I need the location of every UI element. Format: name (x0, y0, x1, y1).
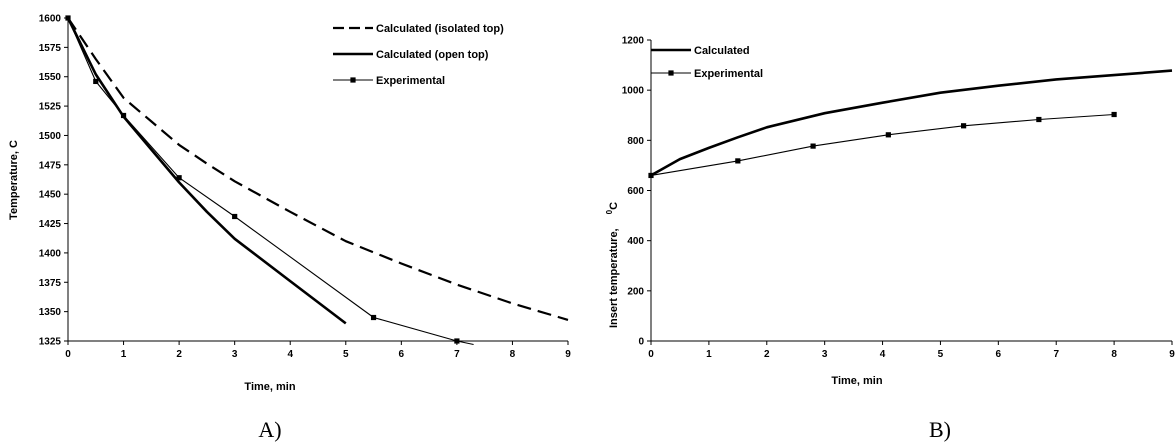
chart-a-x-tick-label: 8 (510, 349, 516, 360)
chart-b-x-tick-label: 5 (938, 349, 944, 360)
chart-a-y-axis-label: Temperature, C (8, 140, 20, 220)
chart-b-series-line (650, 69, 1173, 177)
chart-a-y-tick-label: 1500 (39, 131, 62, 142)
chart-a-x-tick-label: 9 (565, 349, 571, 360)
chart-a-y-tick-label: 1525 (39, 102, 62, 113)
chart-b-x-tick-label: 6 (996, 349, 1002, 360)
chart-b-y-axis-label: Insert temperature, 0C (605, 202, 620, 328)
chart-b-x-tick-label: 9 (1169, 349, 1175, 360)
chart-a-data-point (120, 112, 127, 119)
chart-b-y-axis-label-sup: 0 (605, 209, 614, 214)
chart-b-x-tick-label: 0 (648, 349, 654, 360)
chart-a-x-tick-label: 6 (399, 349, 405, 360)
chart-a-x-tick-label: 1 (121, 349, 127, 360)
chart-a-x-axis-label: Time, min (244, 381, 295, 393)
chart-a-data-point (232, 213, 238, 220)
chart-a-y-ticks: 1325 1350 1375 1400 1425 1450 1475 1500 1525 1550… (39, 14, 68, 348)
chart-b-data-point (961, 123, 967, 129)
chart-a-legend-marker (350, 77, 356, 83)
chart-a-panel-label: A) (258, 417, 281, 442)
chart-b-y-tick-label: 400 (627, 236, 644, 247)
chart-b-y-axis-label-main: Insert temperature, (608, 228, 620, 328)
chart-a-x-tick-label: 0 (65, 349, 71, 360)
chart-b-y-tick-label: 0 (638, 337, 644, 348)
chart-b-y-ticks: 0 200 400 600 800 1000 1200 (622, 36, 651, 348)
chart-b-data-point (735, 158, 741, 164)
chart-a-y-tick-label: 1425 (39, 219, 62, 230)
chart-b-legend-marker (668, 70, 674, 76)
chart-b-x-tick-label: 7 (1053, 349, 1059, 360)
chart-a-legend-entry: Calculated (open top) (376, 49, 489, 61)
chart-b: 0 1 2 3 4 5 6 7 8 9 0 200 400 600 800 1000 1200 Time, m… (605, 36, 1175, 443)
chart-a-y-tick-label: 1575 (39, 43, 62, 54)
chart-a-x-tick-label: 7 (454, 349, 460, 360)
chart-a-data-point (370, 314, 377, 321)
chart-a-legend-entry: Experimental (376, 75, 445, 87)
chart-b-data-point (885, 132, 891, 138)
chart-a-legend-entry: Calculated (isolated top) (376, 23, 504, 35)
chart-b-x-tick-label: 4 (880, 349, 886, 360)
chart-b-y-tick-label: 200 (627, 286, 644, 297)
chart-b-y-tick-label: 800 (627, 136, 644, 147)
chart-b-x-tick-label: 8 (1111, 349, 1117, 360)
chart-b-y-tick-label: 600 (627, 186, 644, 197)
chart-a-y-tick-label: 1550 (39, 72, 62, 83)
chart-b-y-tick-label: 1200 (622, 36, 645, 47)
chart-a-y-tick-label: 1325 (39, 337, 62, 348)
chart-b-panel-label: B) (929, 417, 951, 442)
chart-a-x-tick-label: 2 (176, 349, 182, 360)
chart-a-x-tick-label: 4 (287, 349, 293, 360)
chart-b-data-point (810, 143, 816, 149)
chart-a-y-tick-label: 1350 (39, 307, 62, 318)
chart-a-x-tick-label: 5 (343, 349, 349, 360)
chart-b-x-tick-label: 3 (822, 349, 828, 360)
chart-a-series (65, 15, 569, 346)
chart-b-x-tick-label: 1 (706, 349, 712, 360)
chart-b-y-axis-label-unit: C (608, 202, 620, 210)
chart-a-y-tick-label: 1400 (39, 248, 62, 259)
chart-a-legend: Calculated (isolated top) Calculated (ope… (333, 23, 504, 87)
chart-a-x-ticks: 0 1 2 3 4 5 6 7 8 9 (65, 341, 571, 360)
chart-b-data-point (1036, 116, 1042, 123)
chart-a-x-tick-label: 3 (232, 349, 238, 360)
chart-b-legend-entry: Experimental (694, 68, 763, 80)
chart-a-y-tick-label: 1475 (39, 160, 62, 171)
chart-a-series-line (66, 17, 347, 325)
chart-b-data-point (1111, 111, 1117, 118)
chart-b-x-axis-label: Time, min (831, 375, 882, 387)
chart-b-x-tick-label: 2 (764, 349, 770, 360)
chart-b-legend: Calculated Experimental (651, 45, 763, 80)
chart-a-series-line (67, 17, 569, 321)
chart-b-x-ticks: 0 1 2 3 4 5 6 7 8 9 (648, 341, 1175, 360)
chart-a-series-line (67, 17, 474, 346)
chart-b-series (648, 69, 1173, 179)
chart-a-y-tick-label: 1600 (39, 14, 62, 25)
chart-b-legend-entry: Calculated (694, 45, 750, 57)
chart-a-y-tick-label: 1375 (39, 278, 62, 289)
chart-a-data-point (93, 78, 99, 85)
chart-b-y-tick-label: 1000 (622, 86, 645, 97)
chart-a-data-point (176, 175, 182, 181)
chart-a-y-tick-label: 1450 (39, 190, 62, 201)
